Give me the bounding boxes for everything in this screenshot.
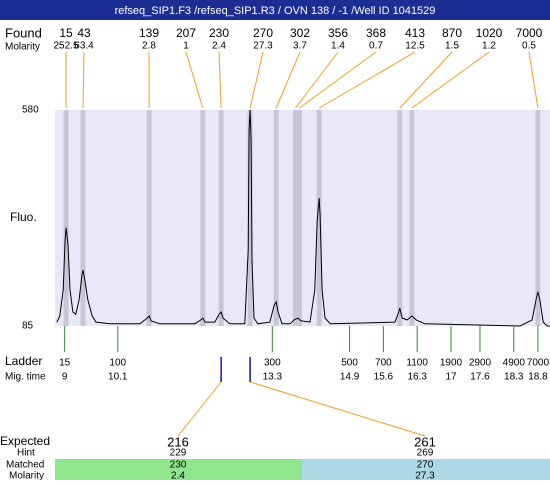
ladder-label: Ladder [5,354,42,368]
expected-molarity: 2.4 [171,471,185,480]
ladder-time: 14.9 [340,372,360,383]
peak-size: 207 [176,26,196,40]
ladder-size: 1100 [406,358,428,369]
peak-size: 870 [442,26,462,40]
peak-connector [276,52,300,108]
peak-band [147,110,152,326]
peak-band [409,110,414,326]
peak-molarity: 0.7 [369,41,383,52]
ladder-size: 500 [341,358,358,369]
found-label: Found [5,25,42,40]
plot-area [55,110,550,326]
peak-band [397,110,402,326]
ladder-size: 700 [375,358,392,369]
peak-connector [186,52,203,108]
matched-label: Matched [6,460,44,471]
expected-molarity-label: Molarity [9,471,44,480]
expected-label: Expected [0,434,50,448]
ladder-time: 10.1 [108,372,128,383]
peak-molarity: 1.5 [445,41,459,52]
peak-connector [83,52,84,108]
hint-label: Hint [17,448,35,459]
hint-size: 269 [417,448,434,459]
time-label: Mig. time [5,372,46,383]
ladder-time: 16.3 [407,372,427,383]
peak-size: 15 [59,26,73,40]
peak-size: 302 [290,26,310,40]
peak-molarity: 63.4 [74,41,94,52]
peak-size: 413 [405,26,425,40]
title: refseq_SIP1.F3 /refseq_SIP1.R3 / OVN 138… [115,5,436,17]
peak-size: 368 [366,26,386,40]
peak-molarity: 2.8 [142,41,156,52]
peak-connector [295,52,338,108]
peak-band [200,110,205,326]
peak-connector [400,52,452,108]
peak-connector [219,52,221,108]
peak-molarity: 12.5 [405,41,425,52]
ladder-time: 15.6 [374,372,394,383]
molarity-label: Molarity [5,42,40,53]
y-tick-label: 580 [22,105,39,116]
peak-connector [412,52,489,108]
peak-band [297,110,302,326]
matched-size: 270 [417,460,434,471]
peak-connector [319,52,415,108]
ladder-time: 9 [62,372,68,383]
ladder-size: 4900 [503,358,526,369]
ladder-time: 13.3 [263,372,283,383]
peak-size: 7000 [516,26,543,40]
peak-molarity: 2.4 [212,41,226,52]
matched-size: 230 [170,460,187,471]
y-axis-label: Fluo. [10,210,37,224]
peak-connector [529,52,538,108]
ladder-time: 18.8 [528,372,548,383]
hint-size: 229 [170,448,187,459]
peak-molarity: 0.5 [522,41,536,52]
ladder-size: 15 [59,358,71,369]
ladder-size: 1900 [440,358,463,369]
ladder-time: 18.3 [504,372,524,383]
peak-size: 356 [328,26,348,40]
y-tick-label: 85 [22,321,34,332]
peak-molarity: 1.4 [331,41,345,52]
peak-size: 270 [253,26,273,40]
ladder-size: 100 [109,358,126,369]
peak-band [219,110,224,326]
ladder-size: 7000 [527,358,550,369]
expected-connector [178,382,221,436]
peak-band [274,110,279,326]
ladder-time: 17.6 [470,372,490,383]
ladder-size: 2900 [469,358,492,369]
peak-band [64,110,69,326]
peak-size: 230 [209,26,229,40]
peak-molarity: 3.7 [293,41,307,52]
peak-size: 43 [77,26,91,40]
peak-molarity: 1.2 [482,41,496,52]
ladder-size: 300 [264,358,281,369]
expected-molarity: 27.3 [415,471,435,480]
peak-size: 139 [139,26,159,40]
peak-molarity: 1 [183,41,189,52]
peak-molarity: 27.3 [253,41,273,52]
peak-connector [250,52,263,108]
peak-connector [299,52,376,108]
expected-connector [250,382,425,436]
peak-band [81,110,86,326]
peak-size: 1020 [476,26,503,40]
ladder-time: 17 [445,372,457,383]
